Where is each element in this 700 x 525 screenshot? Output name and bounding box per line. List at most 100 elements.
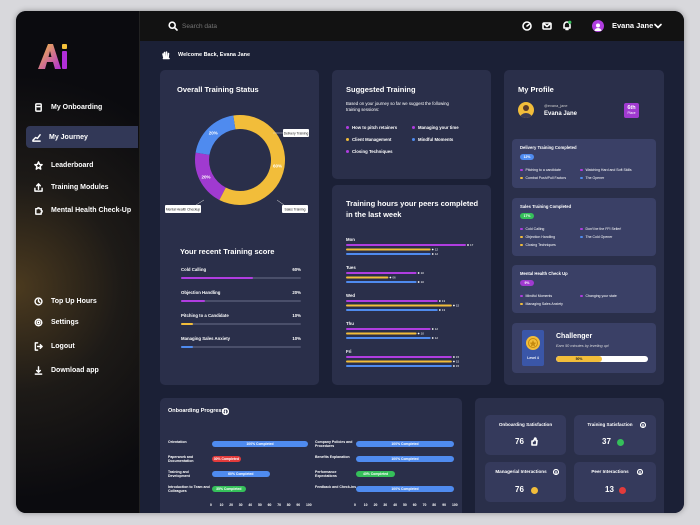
sidebar-item-label: My Journey <box>49 133 88 141</box>
speedometer-icon[interactable] <box>522 21 532 31</box>
sidebar-item-settings[interactable]: Settings <box>28 312 140 332</box>
stat-value: 37 <box>602 437 611 446</box>
profile-item: Cold Calling <box>520 227 544 231</box>
onboarding-step-bar[interactable]: 100% Completed <box>356 456 454 462</box>
avatar[interactable] <box>592 20 604 32</box>
suggested-item-label: How to pitch retainers <box>352 125 398 130</box>
onboarding-step-bar[interactable]: 100% Completed <box>356 441 454 447</box>
peers-bar[interactable] <box>346 332 417 335</box>
peers-bar-value: 13 <box>442 299 446 303</box>
peers-bar[interactable] <box>346 309 438 311</box>
peers-bar[interactable] <box>346 248 431 251</box>
peers-bar[interactable] <box>346 244 466 246</box>
onboarding-step-bar[interactable]: 60% Completed <box>212 471 270 477</box>
suggested-item-label: Mindful Moments <box>418 137 454 142</box>
mail-icon[interactable] <box>542 21 552 31</box>
stat-value: 76 <box>515 485 524 494</box>
user-icon <box>520 105 532 118</box>
score-bar-fill <box>181 277 253 279</box>
score-label: Managing Sales Anxiety <box>181 336 231 341</box>
sidebar-item-top-up-hours[interactable]: Top Up Hours <box>28 291 140 311</box>
sidebar-item-label: My Onboarding <box>51 103 103 111</box>
peers-bar[interactable] <box>346 272 417 274</box>
peers-bar-endpoint <box>453 304 455 307</box>
bullet-dot <box>580 227 583 231</box>
peers-bar-value: 12 <box>435 336 439 340</box>
donut-callout-mental-health: Mental Health Checkup <box>166 208 200 212</box>
info-icon[interactable] <box>637 469 643 475</box>
peers-bar[interactable] <box>346 365 452 367</box>
bullet-dot <box>520 168 523 172</box>
smiley-icon <box>531 487 538 494</box>
gear-icon <box>34 318 43 326</box>
suggested-item[interactable]: Client Management <box>346 137 391 142</box>
sidebar-item-training-modules[interactable]: Training Modules <box>28 177 140 197</box>
sidebar-item-my-journey[interactable]: My Journey <box>26 126 138 148</box>
bullet-dot <box>346 150 349 154</box>
peers-hours-card: Training hours your peers completed in t… <box>332 185 491 385</box>
bullet-dot <box>580 176 583 180</box>
score-bar <box>181 277 301 279</box>
onboarding-step-bar[interactable]: 100% Completed <box>212 441 308 447</box>
sidebar-item-download-app[interactable]: Download app <box>28 360 140 380</box>
peers-bar[interactable] <box>346 276 389 279</box>
suggested-item[interactable]: Mindful Moments <box>412 137 453 142</box>
bullet-dot <box>580 235 583 239</box>
challenger-card: Level 4 Challenger Earn 50 minutes by le… <box>512 323 656 373</box>
rank-value: 6th <box>627 104 636 111</box>
axis-tick-label: 20 <box>229 503 233 507</box>
mental-health-badge: 9% <box>520 280 534 286</box>
peers-bar-endpoint <box>453 356 455 358</box>
donut-callout-delivery: Delivery Training <box>284 132 309 136</box>
search-input[interactable] <box>182 20 332 32</box>
score-label: Cold Calling <box>181 267 207 272</box>
peers-bar[interactable] <box>346 300 438 302</box>
peers-bar[interactable] <box>346 328 431 330</box>
stat-title: Peer Interactions <box>591 469 629 474</box>
sidebar-item-label: Top Up Hours <box>51 297 97 305</box>
axis-tick-label: 20 <box>373 503 378 507</box>
sidebar-item-logout[interactable]: Logout <box>28 336 140 356</box>
donut-slice[interactable] <box>219 115 286 206</box>
sidebar-item-my-onboarding[interactable]: My Onboarding <box>28 97 140 117</box>
suggested-item-label: Closing Techniques <box>352 149 393 154</box>
suggested-item[interactable]: Managing your time <box>412 125 459 130</box>
star-icon <box>34 160 43 170</box>
onboarding-step-bar[interactable]: 30% Completed <box>212 456 241 462</box>
suggested-intro: Based on your journey so far we suggest … <box>346 101 449 113</box>
score-bar-fill <box>181 323 193 325</box>
info-icon[interactable] <box>553 469 559 475</box>
peers-bar[interactable] <box>346 281 417 283</box>
profile-title: My Profile <box>518 85 554 94</box>
donut-slice[interactable] <box>194 152 226 200</box>
axis-tick-label: 0 <box>354 503 356 507</box>
suggested-item[interactable]: How to pitch retainers <box>346 125 397 130</box>
onboarding-step-bar[interactable]: 100% Completed <box>356 486 454 492</box>
challenger-title: Challenger <box>556 333 593 340</box>
onboarding-step-label: Training and Development <box>168 470 190 479</box>
sidebar-item-mental-health[interactable]: Mental Health Check-Up <box>28 200 140 220</box>
peers-bar[interactable] <box>346 337 431 339</box>
peers-bar[interactable] <box>346 356 452 358</box>
donut-slice[interactable] <box>195 115 236 155</box>
onboarding-step-bar[interactable]: 40% Completed <box>356 471 396 477</box>
suggested-item[interactable]: Closing Techniques <box>346 149 393 154</box>
chevron-down-icon[interactable] <box>654 22 662 30</box>
score-label: Pitching to a Candidate <box>181 313 229 318</box>
axis-tick-label: 100 <box>452 503 458 507</box>
bell-icon[interactable] <box>562 20 572 31</box>
thumbs-up-icon <box>531 437 538 446</box>
onboarding-step-bar[interactable]: 35% Completed <box>212 486 246 492</box>
user-name[interactable]: Evana Jane <box>612 21 654 30</box>
sidebar-item-leaderboard[interactable]: Leaderboard <box>28 155 140 175</box>
bullet-dot <box>520 302 523 306</box>
profile-item-label: Managing Sales Anxiety <box>525 302 563 306</box>
info-icon[interactable] <box>640 422 646 428</box>
peers-bar[interactable] <box>346 253 431 255</box>
peers-bar[interactable] <box>346 304 452 307</box>
info-icon[interactable] <box>222 408 229 415</box>
peers-bar[interactable] <box>346 360 452 363</box>
score-bar <box>181 323 301 325</box>
top-bar: Evana Jane <box>140 11 684 41</box>
peers-day-label: Fri <box>346 349 352 354</box>
